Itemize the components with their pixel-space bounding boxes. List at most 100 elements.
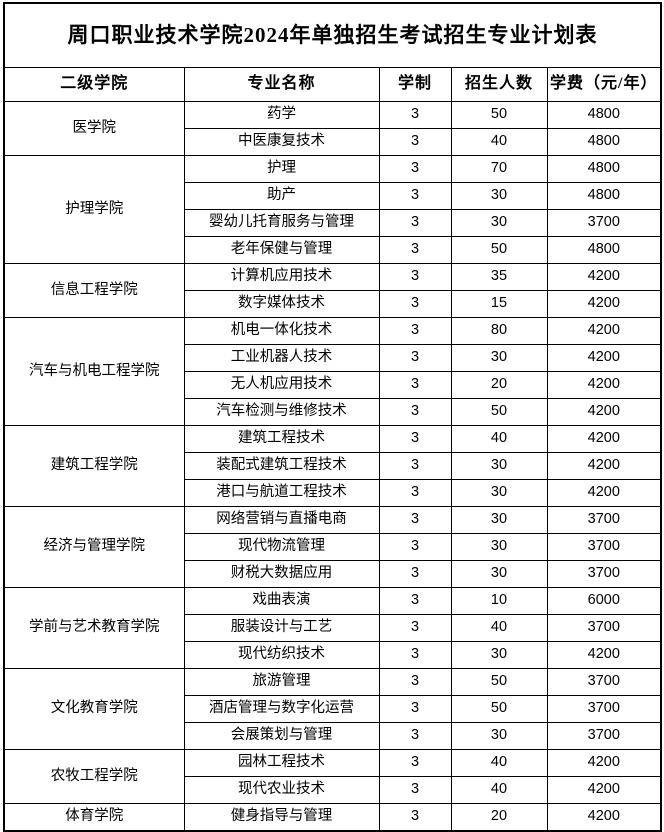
years-cell: 3 (378, 101, 452, 129)
table-body: 周口职业技术学院2024年单独招生考试招生专业计划表 二级学院 专业名称 学制 … (3, 3, 662, 832)
major-cell: 婴幼儿托育服务与管理 (183, 209, 380, 237)
years-cell: 3 (378, 614, 452, 642)
major-cell: 会展策划与管理 (183, 722, 380, 750)
years-cell: 3 (378, 776, 452, 804)
tuition-cell: 3700 (546, 668, 662, 696)
quota-cell: 30 (450, 641, 548, 669)
years-cell: 3 (378, 506, 452, 534)
years-cell: 3 (378, 425, 452, 453)
years-cell: 3 (378, 263, 452, 291)
tuition-cell: 4200 (546, 263, 662, 291)
college-cell: 医学院 (3, 101, 185, 156)
major-cell: 工业机器人技术 (183, 344, 380, 372)
quota-cell: 20 (450, 803, 548, 832)
tuition-cell: 3700 (546, 722, 662, 750)
quota-cell: 50 (450, 398, 548, 426)
major-cell: 数字媒体技术 (183, 290, 380, 318)
major-cell: 健身指导与管理 (183, 803, 380, 832)
table-row: 学前与艺术教育学院 戏曲表演 3 10 6000 (3, 587, 662, 669)
major-cell: 港口与航道工程技术 (183, 479, 380, 507)
tuition-cell: 4800 (546, 128, 662, 156)
tuition-cell: 4200 (546, 452, 662, 480)
tuition-cell: 4200 (546, 776, 662, 804)
major-cell: 无人机应用技术 (183, 371, 380, 399)
tuition-cell: 3700 (546, 506, 662, 534)
major-cell: 中医康复技术 (183, 128, 380, 156)
years-cell: 3 (378, 209, 452, 237)
major-cell: 助产 (183, 182, 380, 210)
major-cell: 旅游管理 (183, 668, 380, 696)
major-cell: 装配式建筑工程技术 (183, 452, 380, 480)
table-row: 现代物流管理 3 30 3700 (4, 533, 662, 561)
quota-cell: 40 (450, 425, 548, 453)
years-cell: 3 (378, 722, 452, 750)
tuition-cell: 4200 (546, 641, 662, 669)
tuition-cell: 4800 (546, 236, 662, 264)
table-row: 装配式建筑工程技术 3 30 4200 (4, 452, 662, 480)
years-cell: 3 (378, 371, 452, 399)
quota-cell: 30 (450, 533, 548, 561)
major-cell: 财税大数据应用 (183, 560, 380, 588)
table-row: 助产 3 30 4800 (4, 182, 662, 210)
table-row: 汽车检测与维修技术 3 50 4200 (4, 398, 662, 426)
years-cell: 3 (378, 560, 452, 588)
quota-cell: 40 (450, 614, 548, 642)
years-cell: 3 (378, 749, 452, 777)
major-cell: 建筑工程技术 (183, 425, 380, 453)
years-cell: 3 (378, 803, 452, 832)
college-cell: 汽车与机电工程学院 (3, 317, 185, 426)
quota-cell: 50 (450, 101, 548, 129)
major-cell: 现代农业技术 (183, 776, 380, 804)
college-cell: 经济与管理学院 (3, 506, 185, 588)
table-row: 港口与航道工程技术 3 30 4200 (4, 479, 662, 507)
quota-cell: 30 (450, 209, 548, 237)
tuition-cell: 4200 (546, 317, 662, 345)
major-cell: 现代物流管理 (183, 533, 380, 561)
quota-cell: 30 (450, 722, 548, 750)
major-cell: 网络营销与直播电商 (183, 506, 380, 534)
tuition-cell: 4200 (546, 371, 662, 399)
tuition-cell: 4200 (546, 479, 662, 507)
tuition-cell: 4200 (546, 344, 662, 372)
table-row: 经济与管理学院 网络营销与直播电商 3 30 3700 (3, 506, 662, 588)
table-row: 文化教育学院 旅游管理 3 50 3700 (3, 668, 662, 750)
tuition-cell: 3700 (546, 533, 662, 561)
college-cell: 信息工程学院 (3, 263, 185, 318)
table-row: 建筑工程学院 建筑工程技术 3 40 4200 (3, 425, 662, 507)
table-row: 婴幼儿托育服务与管理 3 30 3700 (4, 209, 662, 237)
table-row: 农牧工程学院 园林工程技术 3 40 4200 (3, 749, 662, 804)
table-row: 财税大数据应用 3 30 3700 (4, 560, 662, 588)
tuition-cell: 4200 (546, 749, 662, 777)
quota-cell: 50 (450, 668, 548, 696)
tuition-cell: 3700 (546, 560, 662, 588)
tuition-cell: 4200 (546, 803, 662, 832)
table-row: 体育学院 健身指导与管理 3 20 4200 (3, 803, 662, 832)
table-row: 老年保健与管理 3 50 4800 (4, 236, 662, 264)
tuition-cell: 4200 (546, 425, 662, 453)
quota-cell: 30 (450, 560, 548, 588)
table-row: 数字媒体技术 3 15 4200 (4, 290, 662, 318)
table-row: 汽车与机电工程学院 机电一体化技术 3 80 4200 (3, 317, 662, 426)
major-cell: 计算机应用技术 (183, 263, 380, 291)
college-cell: 学前与艺术教育学院 (3, 587, 185, 669)
quota-cell: 15 (450, 290, 548, 318)
college-cell: 建筑工程学院 (3, 425, 185, 507)
tuition-cell: 4200 (546, 290, 662, 318)
years-cell: 3 (378, 236, 452, 264)
quota-cell: 30 (450, 182, 548, 210)
quota-cell: 70 (450, 155, 548, 183)
college-cell: 体育学院 (3, 803, 185, 832)
table-row: 护理学院 护理 3 70 4800 (3, 155, 662, 264)
major-cell: 药学 (183, 101, 380, 129)
years-cell: 3 (378, 587, 452, 615)
quota-cell: 35 (450, 263, 548, 291)
table-row: 服装设计与工艺 3 40 3700 (4, 614, 662, 642)
quota-cell: 40 (450, 776, 548, 804)
major-cell: 汽车检测与维修技术 (183, 398, 380, 426)
college-cell: 文化教育学院 (3, 668, 185, 750)
plan-table-sheet: 周口职业技术学院2024年单独招生考试招生专业计划表 二级学院 专业名称 学制 … (3, 2, 663, 832)
tuition-cell: 3700 (546, 209, 662, 237)
table-row: 医学院 药学 3 50 4800 (3, 101, 662, 156)
admission-plan-table: 周口职业技术学院2024年单独招生考试招生专业计划表 二级学院 专业名称 学制 … (3, 2, 663, 832)
major-cell: 现代纺织技术 (183, 641, 380, 669)
